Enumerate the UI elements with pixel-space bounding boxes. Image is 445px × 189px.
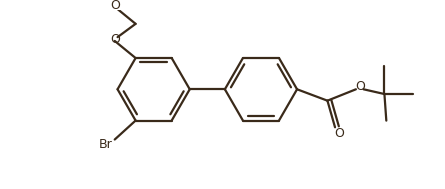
Text: O: O [356, 80, 366, 93]
Text: Br: Br [98, 138, 112, 151]
Text: O: O [111, 0, 121, 12]
Text: O: O [111, 33, 121, 46]
Text: O: O [334, 127, 344, 140]
